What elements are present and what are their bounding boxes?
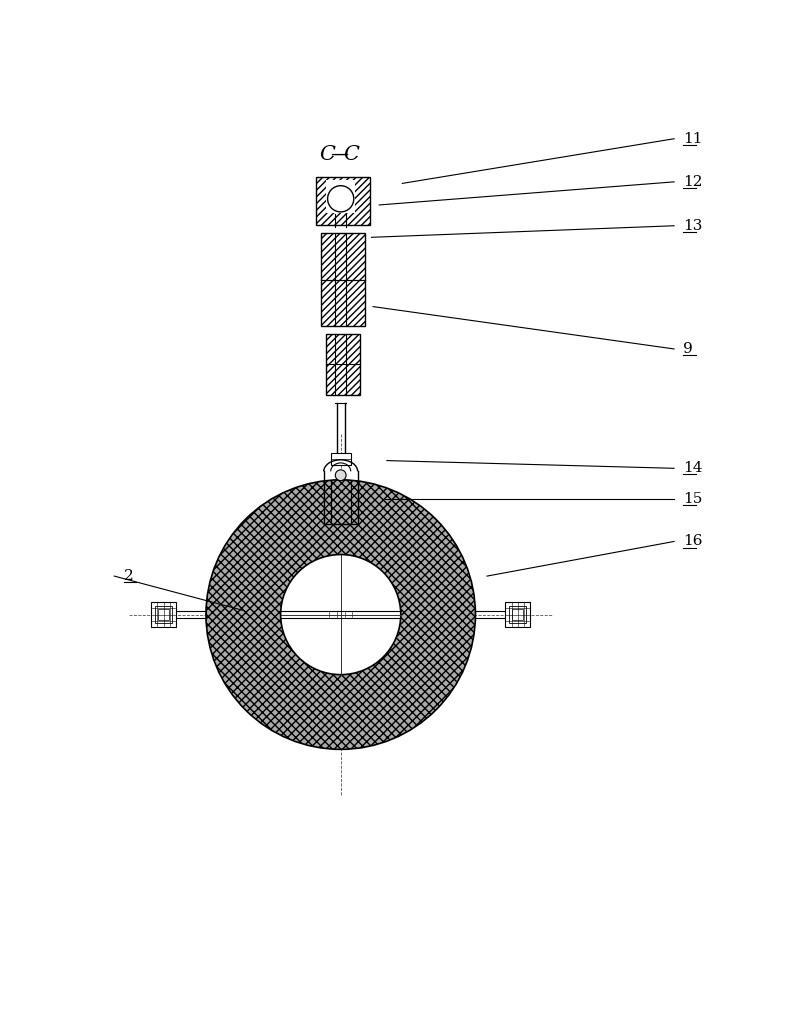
- Bar: [326, 181, 355, 213]
- Bar: [158, 609, 169, 620]
- Circle shape: [281, 554, 401, 675]
- Text: 16: 16: [683, 535, 703, 548]
- Circle shape: [206, 480, 475, 749]
- Bar: [506, 602, 530, 627]
- Circle shape: [335, 470, 346, 481]
- Text: 14: 14: [683, 461, 703, 475]
- Bar: [510, 606, 526, 623]
- Bar: [316, 178, 370, 225]
- Bar: [330, 453, 350, 465]
- Bar: [326, 334, 360, 395]
- Bar: [322, 233, 365, 326]
- Bar: [513, 609, 523, 620]
- Text: 13: 13: [683, 219, 702, 232]
- Text: 15: 15: [683, 492, 702, 506]
- Text: 11: 11: [683, 132, 703, 146]
- Circle shape: [328, 186, 354, 212]
- Bar: [151, 602, 176, 627]
- Text: 12: 12: [683, 175, 703, 189]
- Text: C: C: [320, 145, 336, 163]
- Bar: [155, 606, 172, 623]
- Text: —: —: [330, 145, 348, 163]
- Text: 2: 2: [123, 569, 134, 583]
- Text: 9: 9: [683, 342, 693, 356]
- Text: C: C: [342, 145, 358, 163]
